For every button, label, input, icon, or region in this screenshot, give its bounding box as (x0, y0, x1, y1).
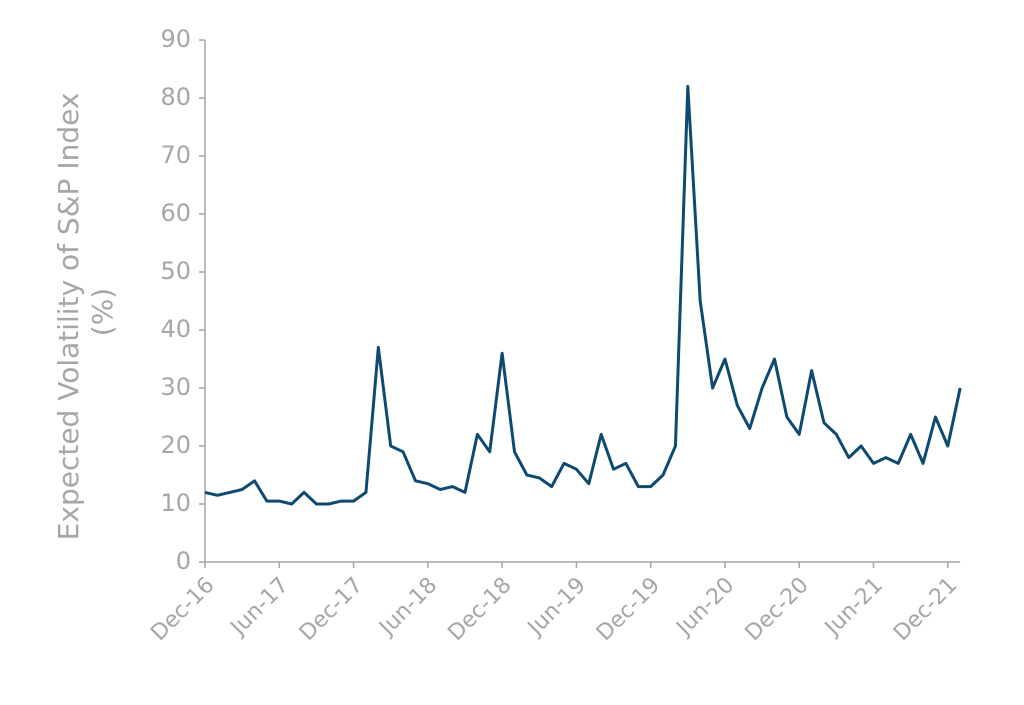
x-tick-label: Dec-18 (443, 573, 516, 646)
x-tick-label: Dec-19 (592, 573, 665, 646)
x-tick-label: Dec-17 (295, 573, 368, 646)
y-axis-label-line: Expected Volatility of S&P Index (52, 93, 85, 541)
x-tick-label: Dec-21 (889, 573, 962, 646)
y-tick-label: 0 (176, 547, 191, 575)
x-tick-label: Dec-20 (741, 573, 814, 646)
y-tick-label: 50 (160, 257, 191, 285)
x-tick-label: Jun-18 (374, 573, 443, 642)
y-tick-label: 90 (160, 25, 191, 53)
y-tick-label: 80 (160, 83, 191, 111)
y-axis-label-line: (%) (86, 288, 119, 336)
y-tick-label: 30 (160, 373, 191, 401)
x-tick-label: Jun-20 (671, 573, 740, 642)
y-axis-label: Expected Volatility of S&P Index (%) (52, 84, 119, 541)
y-tick-label: 10 (160, 489, 191, 517)
x-tick-label: Jun-21 (819, 573, 888, 642)
x-tick-label: Dec-16 (146, 573, 219, 646)
y-tick-label: 40 (160, 315, 191, 343)
y-tick-label: 20 (160, 431, 191, 459)
x-tick-label: Jun-17 (225, 573, 294, 642)
x-tick-label: Jun-19 (522, 573, 591, 642)
line-series (204, 84, 962, 506)
y-tick-label: 70 (160, 141, 191, 169)
y-tick-label: 60 (160, 199, 191, 227)
